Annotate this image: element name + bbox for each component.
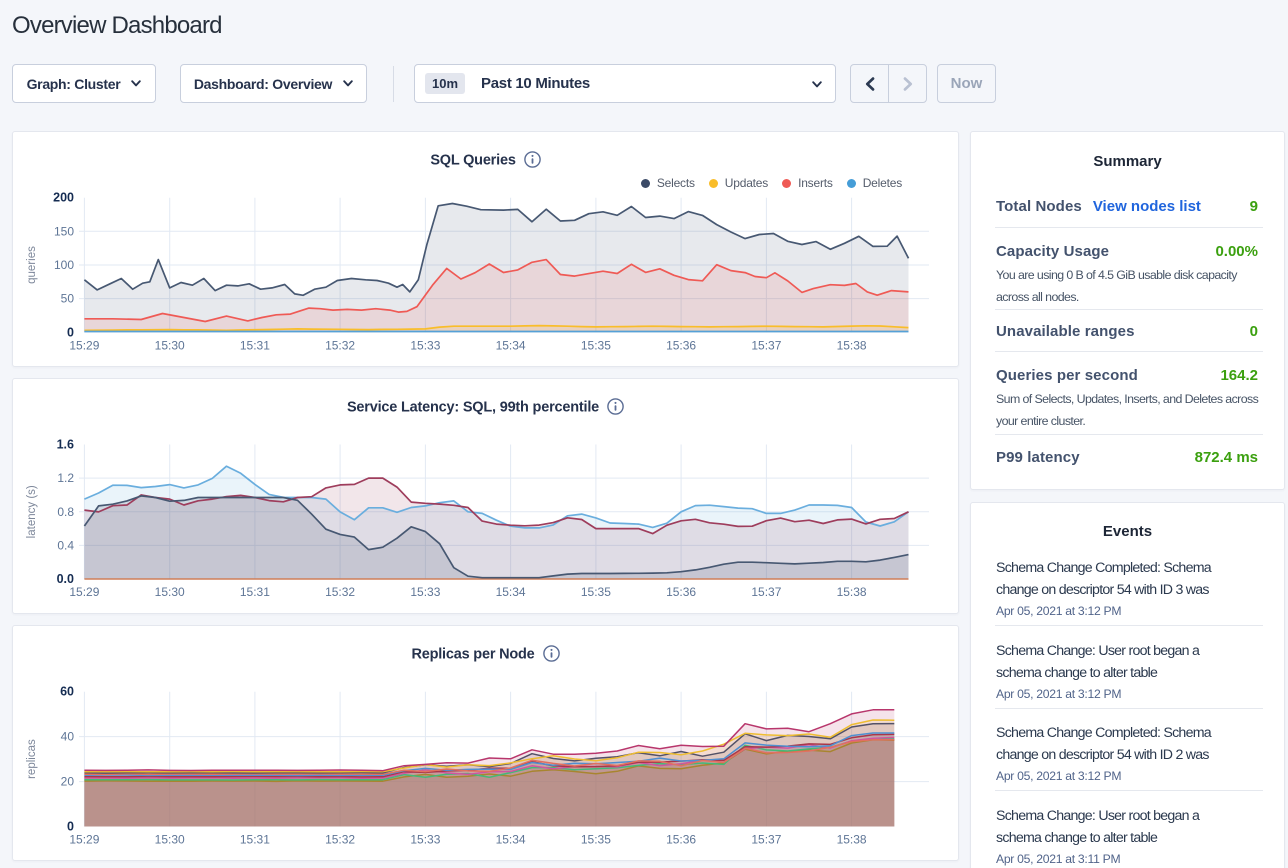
- svg-text:15:35: 15:35: [581, 833, 611, 847]
- svg-text:1.2: 1.2: [57, 471, 74, 485]
- svg-text:15:34: 15:34: [496, 585, 526, 599]
- svg-text:15:32: 15:32: [325, 585, 355, 599]
- svg-text:15:31: 15:31: [240, 338, 270, 352]
- svg-text:150: 150: [54, 224, 74, 238]
- svg-text:0.4: 0.4: [57, 538, 74, 552]
- svg-text:1.6: 1.6: [57, 438, 74, 452]
- svg-text:15:38: 15:38: [837, 338, 867, 352]
- svg-text:15:35: 15:35: [581, 338, 611, 352]
- svg-text:15:33: 15:33: [410, 833, 440, 847]
- svg-text:0: 0: [67, 820, 74, 834]
- svg-text:15:36: 15:36: [666, 833, 696, 847]
- svg-text:60: 60: [60, 685, 74, 699]
- svg-text:15:33: 15:33: [410, 585, 440, 599]
- svg-text:queries: queries: [26, 246, 38, 284]
- svg-text:15:29: 15:29: [69, 585, 99, 599]
- svg-text:15:34: 15:34: [496, 833, 526, 847]
- svg-text:200: 200: [53, 191, 74, 205]
- svg-text:15:32: 15:32: [325, 338, 355, 352]
- svg-text:100: 100: [54, 258, 74, 272]
- svg-text:20: 20: [61, 775, 75, 789]
- svg-text:replicas: replicas: [26, 739, 38, 779]
- svg-text:15:31: 15:31: [240, 585, 270, 599]
- svg-text:15:37: 15:37: [751, 833, 781, 847]
- svg-text:15:38: 15:38: [837, 585, 867, 599]
- svg-text:15:36: 15:36: [666, 585, 696, 599]
- svg-text:15:30: 15:30: [155, 833, 185, 847]
- svg-text:15:34: 15:34: [496, 338, 526, 352]
- svg-text:15:37: 15:37: [751, 585, 781, 599]
- svg-text:15:29: 15:29: [69, 833, 99, 847]
- svg-text:15:35: 15:35: [581, 585, 611, 599]
- svg-text:15:29: 15:29: [69, 338, 99, 352]
- svg-text:50: 50: [61, 292, 75, 306]
- svg-text:0.8: 0.8: [57, 505, 74, 519]
- svg-text:15:30: 15:30: [155, 338, 185, 352]
- svg-text:0.0: 0.0: [57, 572, 74, 586]
- svg-text:40: 40: [61, 730, 75, 744]
- svg-text:15:36: 15:36: [666, 338, 696, 352]
- svg-text:15:38: 15:38: [837, 833, 867, 847]
- svg-text:0: 0: [67, 325, 74, 339]
- svg-text:15:30: 15:30: [155, 585, 185, 599]
- svg-text:15:37: 15:37: [751, 338, 781, 352]
- svg-text:15:33: 15:33: [410, 338, 440, 352]
- svg-text:15:32: 15:32: [325, 833, 355, 847]
- svg-text:latency (s): latency (s): [26, 485, 38, 538]
- svg-text:15:31: 15:31: [240, 833, 270, 847]
